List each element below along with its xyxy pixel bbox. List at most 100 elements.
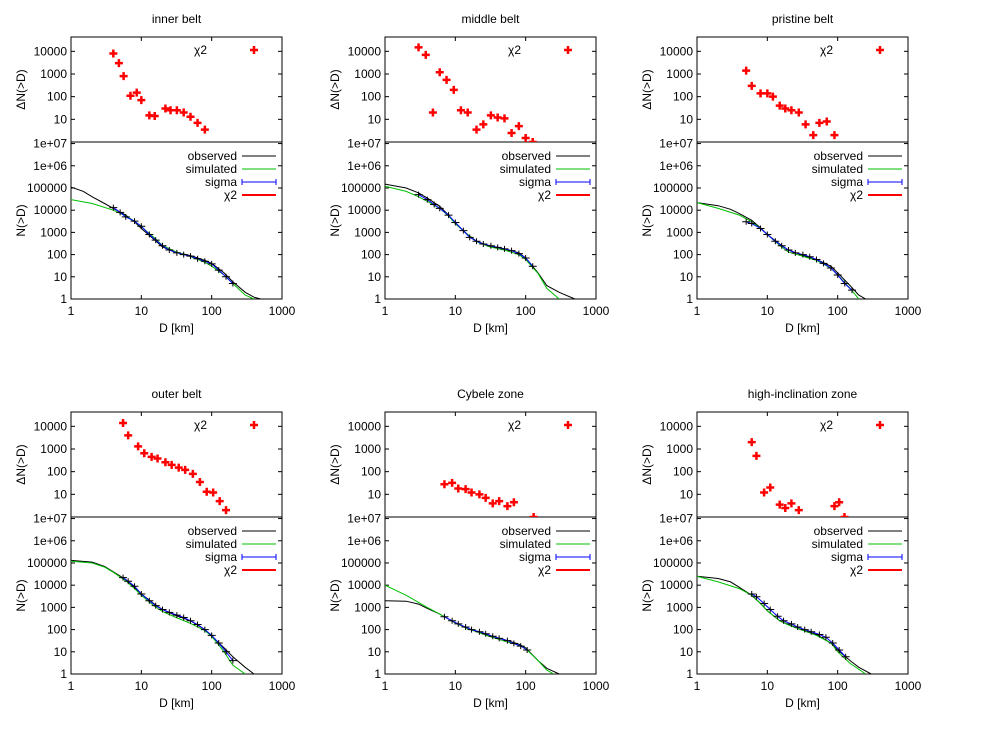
y-tick-label: 1000 xyxy=(40,442,67,456)
x-tick-label: 100 xyxy=(828,304,848,318)
chi2-series xyxy=(119,419,231,515)
sigma-errorbar xyxy=(495,635,504,642)
chi2-point xyxy=(481,493,490,502)
y-tick-label: 1000 xyxy=(354,600,381,614)
sigma-errorbar xyxy=(500,245,509,252)
chi2-point xyxy=(787,499,796,508)
sigma-errorbar xyxy=(137,591,146,598)
sigma-errorbar xyxy=(193,621,202,628)
x-tick-label: 1 xyxy=(68,304,75,318)
x-tick-label: 100 xyxy=(516,304,536,318)
legend-label: χ2 xyxy=(224,188,237,202)
sigma-errorbar xyxy=(481,630,490,637)
y-tick-label: 1000 xyxy=(666,442,693,456)
x-tick-label: 1000 xyxy=(583,304,610,318)
sigma-errorbar xyxy=(448,617,457,624)
chi2-point xyxy=(200,125,209,134)
top-frame xyxy=(70,411,283,518)
chi2-point xyxy=(186,112,195,121)
y-tick-label: 10000 xyxy=(660,44,694,58)
top-y-axis-label: ΔN(>D) xyxy=(14,444,28,484)
legend-label: observed xyxy=(814,524,863,538)
sigma-errorbar xyxy=(461,624,470,631)
chi2-point xyxy=(109,49,118,58)
sigma-errorbar xyxy=(742,218,751,225)
y-tick-label: 10000 xyxy=(34,44,68,58)
sigma-errorbar xyxy=(158,606,167,613)
top-y-axis-label: ΔN(>D) xyxy=(640,69,654,109)
panel-title: outer belt xyxy=(151,387,202,401)
sigma-errorbar xyxy=(145,231,154,238)
sigma-errorbar xyxy=(805,253,814,260)
sigma-errorbar xyxy=(826,264,835,271)
chi2-point xyxy=(461,485,470,494)
y-tick-label: 10000 xyxy=(660,419,694,433)
sigma-errorbar xyxy=(784,247,793,254)
y-tick-label: 1e+07 xyxy=(347,512,381,526)
sigma-errorbar xyxy=(848,287,857,294)
x-axis-label: D [km] xyxy=(785,321,820,335)
y-tick-label: 10000 xyxy=(660,203,694,217)
chi2-point xyxy=(448,478,457,487)
x-tick-label: 1 xyxy=(694,304,701,318)
sigma-errorbar xyxy=(752,593,761,600)
legend-label: χ2 xyxy=(538,188,551,202)
chi2-point xyxy=(822,117,831,126)
sigma-errorbar xyxy=(440,613,449,620)
chi2-point xyxy=(742,66,751,75)
y-tick-label: 100 xyxy=(673,465,693,479)
x-tick-label: 100 xyxy=(202,304,222,318)
chi2-point xyxy=(456,106,465,115)
chi2-point xyxy=(132,88,141,97)
y-tick-label: 1 xyxy=(374,292,381,306)
top-frame xyxy=(384,36,597,143)
y-tick-label: 1e+06 xyxy=(659,534,693,548)
sigma-errorbar xyxy=(228,280,237,287)
y-tick-label: 1e+07 xyxy=(33,137,67,151)
y-tick-label: 100000 xyxy=(653,556,693,570)
sigma-line xyxy=(746,221,853,291)
sigma-errorbar xyxy=(222,648,231,655)
sigma-errorbar xyxy=(423,196,432,203)
chi2-point xyxy=(503,502,512,511)
sigma-errorbar xyxy=(800,626,809,633)
sigma-errorbar xyxy=(828,639,837,646)
legend-label: χ2 xyxy=(224,563,237,577)
chi2-point xyxy=(449,85,458,94)
chi2-point xyxy=(467,488,476,497)
simulated-line xyxy=(385,185,560,299)
chi2-legend-label: χ2 xyxy=(194,43,207,57)
y-tick-label: 100 xyxy=(361,623,381,637)
top-frame xyxy=(70,36,283,143)
y-tick-label: 1e+07 xyxy=(33,512,67,526)
y-tick-label: 100000 xyxy=(27,181,67,195)
sigma-errorbar xyxy=(791,249,800,256)
chi2-series xyxy=(109,49,209,134)
sigma-errorbar xyxy=(158,242,167,249)
simulated-line xyxy=(71,560,246,674)
chi2-point xyxy=(209,488,218,497)
y-tick-label: 1e+06 xyxy=(347,159,381,173)
y-tick-label: 1 xyxy=(374,667,381,681)
y-tick-label: 1e+06 xyxy=(347,534,381,548)
y-tick-label: 10 xyxy=(368,270,382,284)
chi2-point xyxy=(475,490,484,499)
sigma-errorbar xyxy=(779,617,788,624)
chi2-point xyxy=(222,506,231,515)
chi2-point xyxy=(830,502,839,511)
sigma-errorbar xyxy=(503,637,512,644)
bottom-frame xyxy=(696,141,909,300)
sigma-errorbar xyxy=(523,647,532,654)
sigma-errorbar xyxy=(488,633,497,640)
y-tick-label: 1e+07 xyxy=(659,512,693,526)
chi2-point xyxy=(781,503,790,512)
chi2-point xyxy=(195,477,204,486)
sigma-errorbar xyxy=(145,597,154,604)
sigma-errorbar xyxy=(151,602,160,609)
chi2-legend-label: χ2 xyxy=(820,418,833,432)
chi2-point xyxy=(472,125,481,134)
chi2-point xyxy=(830,131,839,140)
legend-label: sigma xyxy=(519,550,551,564)
legend-label: observed xyxy=(502,524,551,538)
y-tick-label: 1000 xyxy=(40,225,67,239)
